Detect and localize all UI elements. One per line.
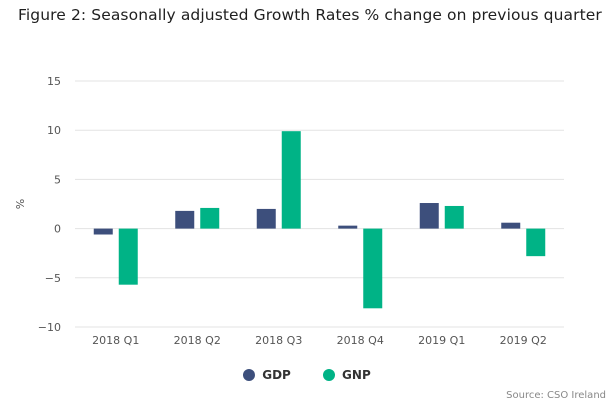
bar-gdp-2018-q4 — [338, 225, 358, 229]
bar-gdp-2018-q3 — [256, 208, 276, 229]
bar-gnp-2018-q3 — [281, 131, 301, 229]
legend: GDP GNP — [0, 368, 614, 382]
legend-item-gnp: GNP — [323, 368, 371, 382]
legend-swatch-gdp — [243, 369, 256, 381]
legend-item-gdp: GDP — [243, 368, 291, 382]
source-note: Source: CSO Ireland — [506, 390, 606, 401]
y-tick-label: 10 — [47, 124, 61, 137]
x-tick-label: 2018 Q2 — [174, 334, 221, 347]
y-tick-label: −10 — [38, 321, 61, 334]
y-tick-label: 0 — [54, 223, 61, 236]
y-axis-label: % — [14, 199, 27, 209]
bar-gnp-2018-q2 — [200, 207, 220, 229]
x-tick-label: 2018 Q4 — [337, 334, 384, 347]
y-tick-label: 15 — [47, 75, 61, 88]
bar-gnp-2019-q2 — [526, 228, 546, 257]
bar-gnp-2018-q1 — [118, 228, 138, 285]
bar-gdp-2018-q2 — [175, 210, 195, 229]
bar-gdp-2018-q1 — [93, 228, 113, 235]
legend-swatch-gnp — [323, 369, 336, 381]
x-tick-label: 2019 Q2 — [500, 334, 547, 347]
x-tick-label: 2018 Q3 — [255, 334, 302, 347]
y-tick-label: −5 — [45, 272, 61, 285]
x-tick-label: 2019 Q1 — [418, 334, 465, 347]
legend-label-gnp: GNP — [342, 368, 371, 382]
bar-gdp-2019-q2 — [501, 222, 521, 229]
y-tick-label: 5 — [54, 173, 61, 186]
bar-gnp-2018-q4 — [363, 228, 383, 309]
bar-gdp-2019-q1 — [419, 203, 439, 229]
chart-title: Figure 2: Seasonally adjusted Growth Rat… — [18, 6, 602, 24]
bar-gnp-2019-q1 — [444, 205, 464, 229]
x-tick-label: 2018 Q1 — [92, 334, 139, 347]
legend-label-gdp: GDP — [262, 368, 291, 382]
